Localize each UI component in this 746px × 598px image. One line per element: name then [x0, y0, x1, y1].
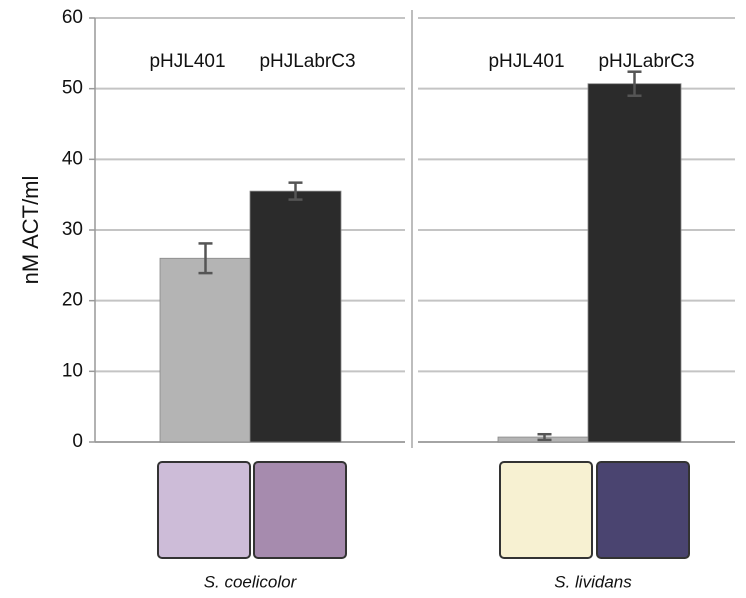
y-tick-label: 30 — [62, 219, 83, 240]
bar — [160, 258, 251, 442]
chart: nM ACT/ml 0 10 20 30 40 50 60 pHJL401 pHJLabrC3 S… — [0, 0, 746, 598]
y-tick-label: 10 — [62, 360, 83, 381]
y-axis-label: nM ACT/ml — [18, 176, 43, 285]
y-tick-label: 20 — [62, 290, 83, 311]
y-tick-label: 0 — [72, 431, 83, 452]
plate-image — [158, 462, 250, 558]
y-tick-label: 40 — [62, 148, 83, 169]
x-axis-label: S. coelicolor — [204, 572, 298, 591]
category-label: pHJLabrC3 — [598, 51, 694, 72]
y-tick-label: 50 — [62, 78, 83, 99]
bar — [250, 191, 341, 442]
category-label: pHJLabrC3 — [259, 51, 355, 72]
y-tick-label: 60 — [62, 7, 83, 28]
plate-image — [500, 462, 592, 558]
category-label: pHJL401 — [149, 51, 225, 72]
plate-image — [597, 462, 689, 558]
plate-image — [254, 462, 346, 558]
x-axis-label: S. lividans — [554, 572, 632, 591]
category-label: pHJL401 — [488, 51, 564, 72]
bar — [588, 84, 681, 442]
